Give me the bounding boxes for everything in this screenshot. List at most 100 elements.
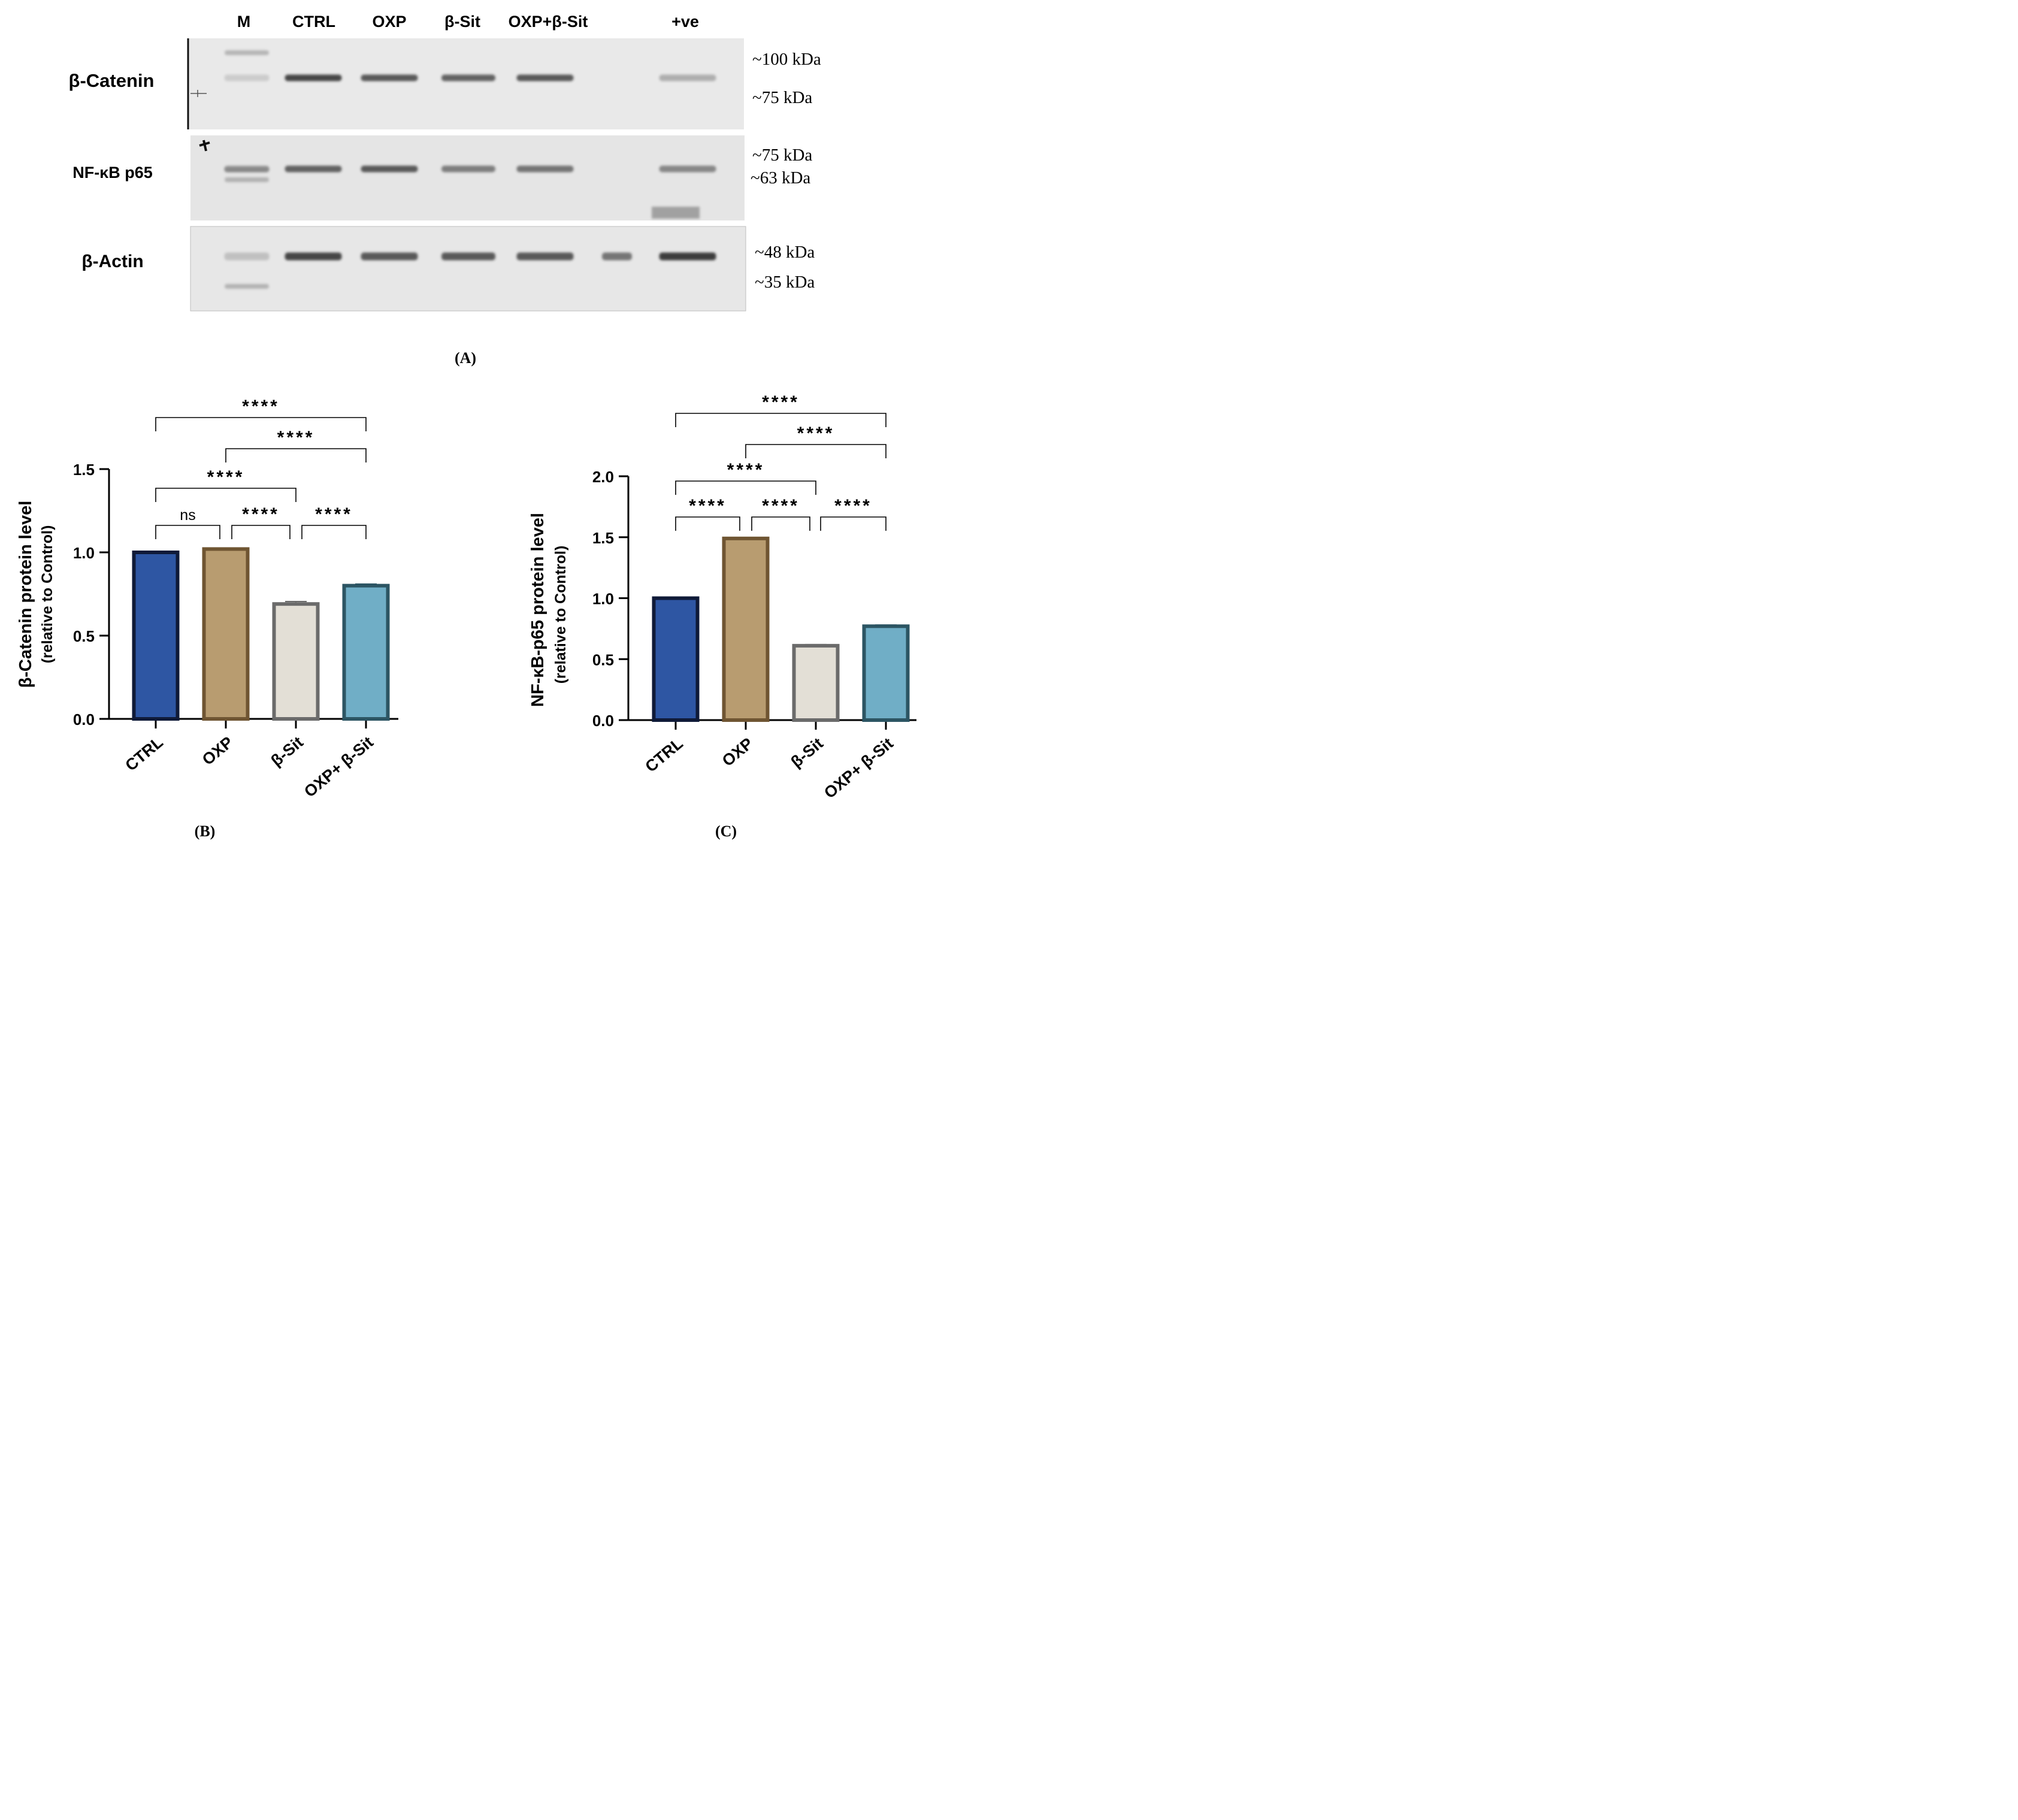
blot-name-nfkb-p65: NF-κB p65 [72,164,153,182]
marker-ladder-band [225,50,269,55]
panel-label-a: (A) [455,349,476,367]
blot-strip-nfkb-p65 [190,135,745,220]
blot-band [361,74,418,81]
y-tick-label: 1.5 [592,529,614,547]
significance-bracket [225,448,367,462]
blot-name-beta-actin: β-Actin [81,252,143,271]
blot-band [516,74,574,81]
blot-band [285,165,342,173]
significance-bracket [675,413,887,427]
kda-marker: ~75 kDa [752,146,812,165]
x-tick-label: OXP+ β-Sit [821,734,897,802]
significance-label: **** [689,496,727,516]
blot-artifact [190,90,207,97]
blot-band [516,165,574,173]
significance-label: **** [315,504,353,524]
marker-ladder-band [225,284,269,289]
lane-label: CTRL [292,13,335,31]
y-axis-sublabel: (relative to Control) [552,546,569,684]
x-tick-label: CTRL [122,733,166,775]
kda-marker: ~100 kDa [752,50,821,69]
x-tick-label: OXP [199,733,237,769]
x-tick-label: β-Sit [268,733,307,770]
significance-bracket [745,444,887,458]
kda-marker: ~48 kDa [755,243,815,262]
bar [652,596,700,722]
marker-ladder-band [225,177,269,182]
significance-label: **** [834,496,872,516]
blot-bands [224,50,716,289]
blot-artifact [199,140,210,152]
x-tick-label: β-Sit [788,734,827,772]
y-tick-label: 1.5 [73,461,95,479]
western-blot-panel: M CTRL OXP β-Sit OXP+β-Sit +ve β-Catenin… [69,13,821,367]
y-axis-label: β-Catenin protein level [16,501,35,688]
marker-ladder-band [225,167,269,172]
significance-bracket [751,516,810,531]
blot-name-beta-catenin: β-Catenin [69,70,155,91]
blot-band [285,252,342,261]
bar [792,643,840,722]
significance-label: **** [762,496,800,516]
significance-label: **** [727,460,765,480]
y-axis-label: NF-κB-p65 protein level [528,513,547,707]
blot-band [224,252,270,261]
lane-label: OXP [372,13,406,31]
blot-band [441,252,495,261]
blot-band [516,252,574,261]
bar [722,536,770,722]
blot-strip-beta-catenin [187,38,744,129]
kda-marker: ~63 kDa [751,168,810,188]
y-tick-label: 0.5 [592,651,614,669]
panel-label-b: (B) [195,823,216,840]
significance-label: **** [277,428,315,448]
lane-label: +ve [671,13,699,31]
blot-band [441,74,495,81]
significance-bracket [155,417,367,431]
blot-band [659,252,716,261]
figure: M CTRL OXP β-Sit OXP+β-Sit +ve β-Catenin… [16,13,916,840]
bar [132,551,180,721]
kda-marker: ~35 kDa [755,273,815,292]
y-tick-label: 1.0 [592,590,614,608]
significance-label: **** [242,504,280,524]
panel-label-c: (C) [715,823,737,840]
blot-band [361,252,418,261]
blot-band [224,74,270,81]
blot-band [602,252,632,261]
significance-label: **** [242,397,280,416]
blot-band [659,165,716,173]
significance-label: ns [180,507,195,524]
significance-label: **** [762,392,800,412]
blot-band [285,74,342,81]
significance-bracket [155,488,297,502]
significance-bracket [820,516,887,531]
x-tick-label: CTRL [642,734,686,776]
blot-band [659,74,716,81]
y-tick-label: 0.5 [73,627,95,645]
significance-bracket [675,480,816,495]
lane-label: β-Sit [444,13,480,31]
significance-label: **** [797,424,835,443]
significance-bracket [155,525,220,539]
significance-bracket [231,525,291,539]
y-tick-label: 0.0 [73,711,95,728]
significance-bracket [675,516,740,531]
lane-label: M [237,13,251,31]
chart-beta-catenin: 0.0 0.5 1.0 1.5 ns **** **** **** **** **** CTRL… [16,397,398,840]
kda-marker: ~75 kDa [752,88,812,107]
blot-band [441,165,495,173]
blot-strip-beta-actin [190,226,746,311]
blot-smear [652,207,700,219]
chart-nfkb-p65: 0.00.51.01.52.0 **** **** ****************… [528,392,916,840]
bar [202,547,250,721]
y-axis-sublabel: (relative to Control) [39,525,56,664]
lane-label: OXP+β-Sit [509,13,588,31]
y-tick-label: 0.0 [592,712,614,730]
x-tick-label: OXP+ β-Sit [301,733,377,801]
blot-band [361,165,418,173]
y-tick-label: 2.0 [592,468,614,486]
significance-label: **** [207,467,245,487]
bar [272,602,320,721]
bar [342,584,390,721]
